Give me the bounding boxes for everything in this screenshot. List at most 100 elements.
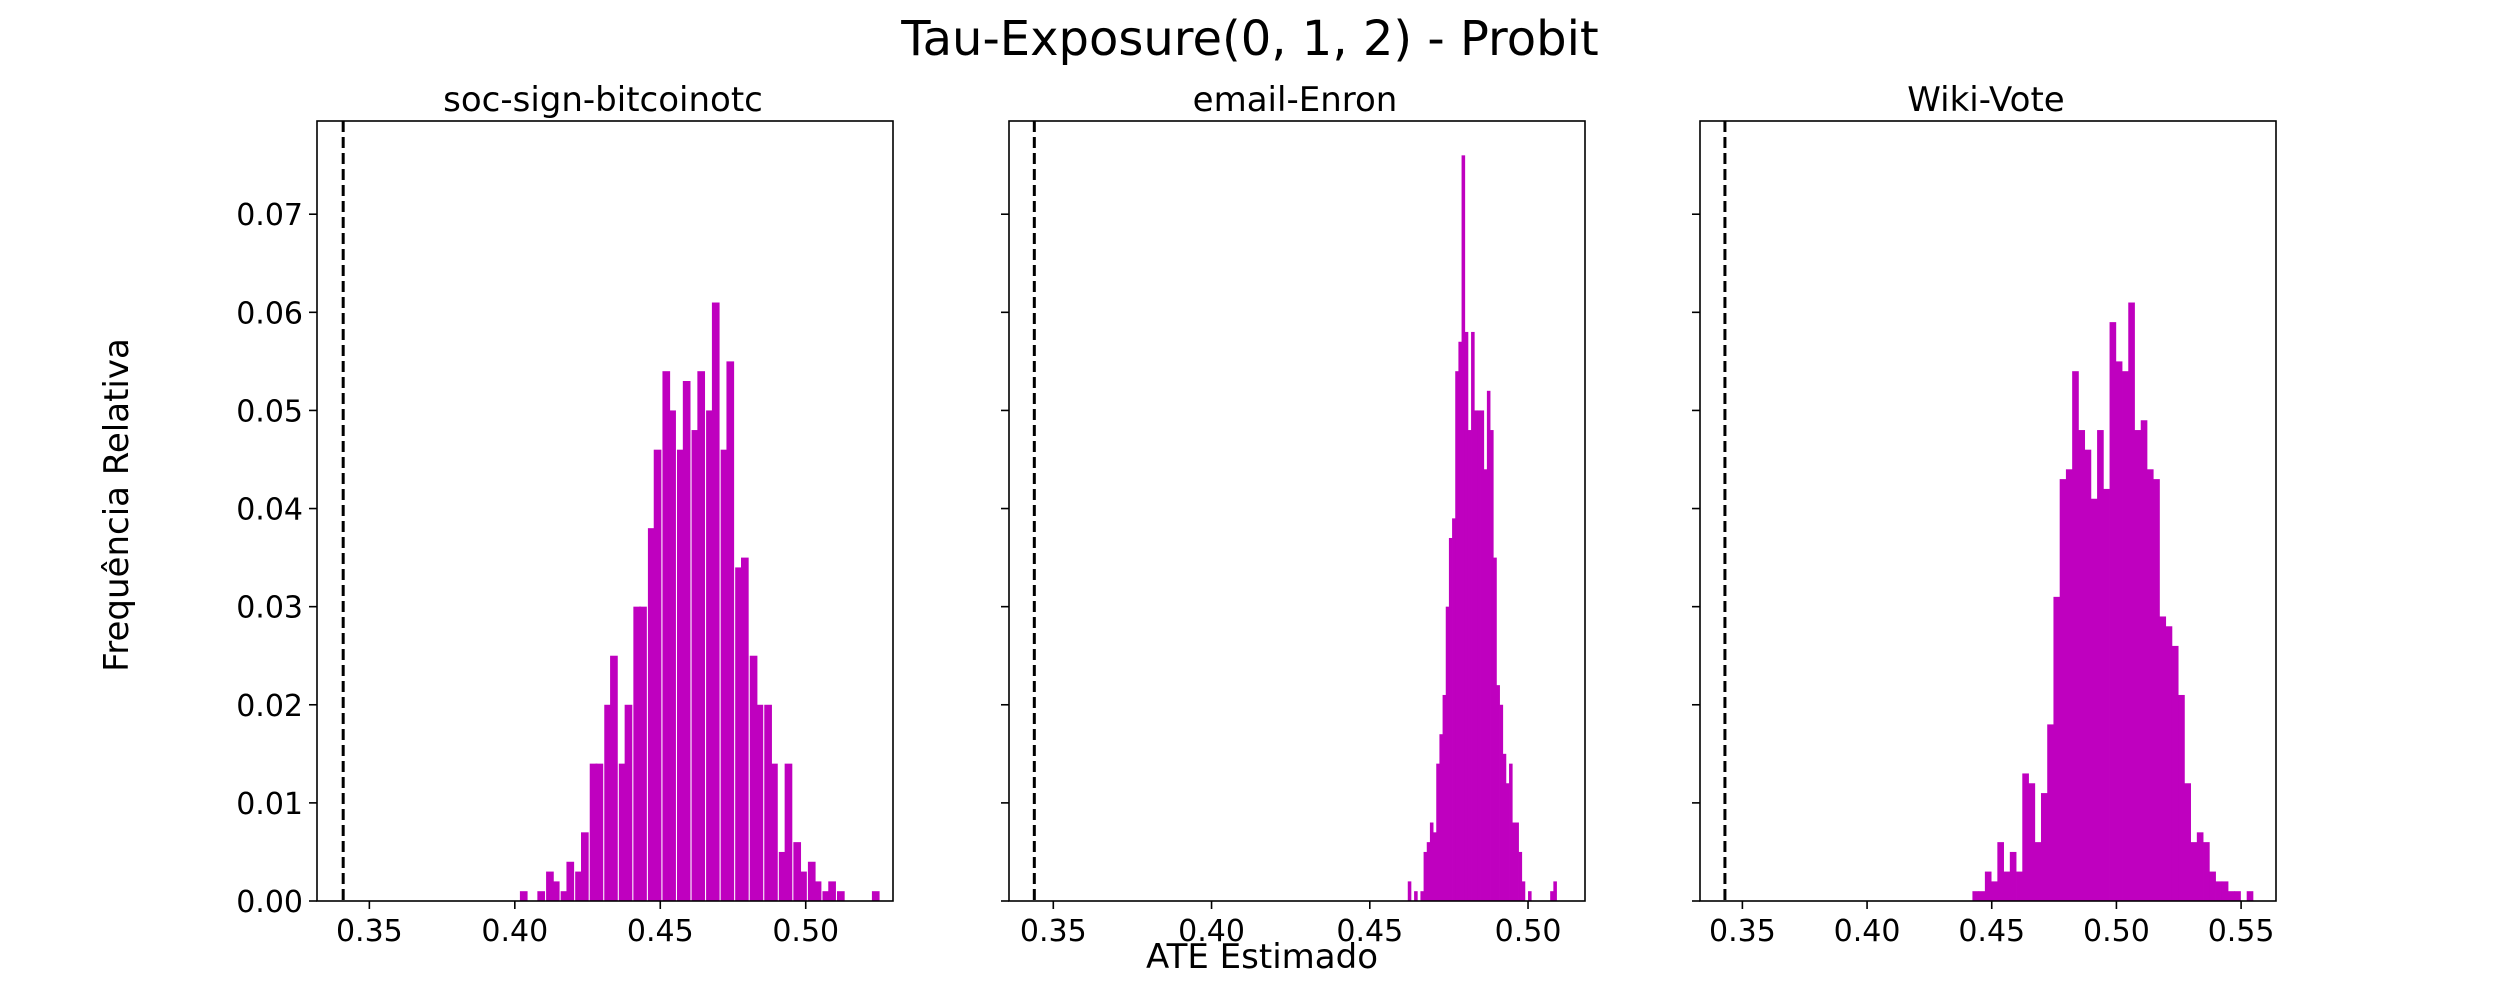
histogram-bar <box>2072 371 2079 901</box>
histogram-bar <box>2084 449 2092 901</box>
histogram-bar <box>610 655 618 901</box>
histogram-bar <box>726 361 735 901</box>
x-tick-label: 0.45 <box>1336 914 1403 949</box>
histogram-bar <box>1471 331 1475 901</box>
histogram-bar <box>1521 881 1526 901</box>
histogram-bar <box>677 449 685 901</box>
x-tick-label: 0.40 <box>481 914 548 949</box>
x-tick-label: 0.50 <box>772 914 839 949</box>
histogram-bar <box>822 891 831 901</box>
histogram-bar <box>1509 763 1513 901</box>
x-tick-label: 0.45 <box>627 914 694 949</box>
figure-xlabel: ATE Estimado <box>1146 937 1378 977</box>
histogram-bar <box>1458 341 1462 901</box>
y-tick-label: 0.02 <box>236 689 303 724</box>
histogram-bar <box>639 606 647 901</box>
histogram-bar <box>1972 891 1980 901</box>
histogram-bar <box>2190 842 2198 901</box>
histogram-bar <box>2234 891 2241 901</box>
histogram-bar <box>2016 871 2023 901</box>
axes-frame <box>1699 120 2277 902</box>
histogram-bar <box>784 763 793 901</box>
histogram-bar <box>2097 430 2104 901</box>
histogram-bar <box>1512 822 1516 901</box>
histogram-bar <box>668 410 676 901</box>
figure-ylabel: Frequência Relativa <box>97 338 137 672</box>
histogram-bar <box>1515 822 1519 901</box>
histogram-bar <box>2228 891 2235 901</box>
histogram-bar <box>2215 881 2223 901</box>
histogram-bar <box>537 891 546 901</box>
histogram-bar <box>2034 842 2042 901</box>
y-tick-label: 0.05 <box>236 394 303 429</box>
y-tick-label: 0.03 <box>236 591 303 626</box>
histogram-bar <box>2134 430 2142 901</box>
histogram-bar <box>560 891 569 901</box>
histogram-bar <box>589 763 598 901</box>
histogram-bar <box>624 704 633 901</box>
histogram-bar <box>581 832 589 901</box>
axes-frame <box>316 120 894 902</box>
histogram-bar <box>575 871 583 901</box>
histogram-bar <box>764 704 772 901</box>
histogram-bar <box>813 881 822 901</box>
histogram-bar <box>749 655 758 901</box>
histogram-bar <box>837 891 845 901</box>
histogram-bar <box>2196 832 2204 901</box>
histogram-panel-wiki-vote: Wiki-Vote 0.35 0.40 0.45 0.50 0.55 <box>1692 80 2277 949</box>
histogram-bar <box>2065 469 2073 901</box>
y-tick-label: 0.04 <box>236 493 303 528</box>
histogram-bar <box>595 763 604 901</box>
x-tick-label: 0.40 <box>1834 914 1901 949</box>
histogram-bar <box>1464 331 1469 901</box>
histogram-bar <box>2146 469 2154 901</box>
histogram-bar <box>1429 822 1434 901</box>
histogram-bar <box>1480 410 1485 901</box>
histogram-bar <box>2122 371 2129 901</box>
histogram-bar <box>1426 842 1431 901</box>
histogram-bar <box>2221 881 2229 901</box>
histogram-bar <box>2040 793 2048 901</box>
histogram-bar <box>1420 891 1424 901</box>
histogram-bar <box>1550 891 1554 901</box>
histogram-bar <box>1461 155 1466 902</box>
histogram-bar <box>1467 430 1472 901</box>
histogram-bar <box>706 410 714 901</box>
histogram-bar <box>711 302 720 901</box>
histogram-bar <box>1474 410 1478 901</box>
histogram-bar <box>2246 891 2254 901</box>
histogram-bar <box>2078 430 2086 901</box>
histogram-bar <box>691 430 700 901</box>
histogram-bar <box>1445 606 1450 901</box>
histogram-bar <box>1442 694 1447 901</box>
histogram-bar <box>1433 832 1437 901</box>
panel-title: Wiki-Vote <box>1907 80 2064 120</box>
histogram-bar <box>604 704 612 901</box>
histogram-bar <box>551 881 560 901</box>
histogram-bar <box>546 871 554 901</box>
histogram-bar <box>1414 891 1418 901</box>
x-tick-label: 0.45 <box>1958 914 2025 949</box>
y-tick-label: 0.06 <box>236 296 303 331</box>
histogram-bar <box>2047 724 2054 901</box>
histogram-bar <box>566 861 575 901</box>
histogram-bar <box>720 449 729 901</box>
histogram-bar <box>2109 322 2117 901</box>
histogram-bar <box>2165 626 2173 901</box>
figure-title: Tau-Exposure(0, 1, 2) - Probit <box>900 11 1598 67</box>
histogram-bar <box>1997 842 2004 901</box>
x-tick-label: 0.50 <box>1495 914 1562 949</box>
x-tick-label: 0.55 <box>2208 914 2275 949</box>
histogram-bar <box>653 449 662 901</box>
histogram-bar <box>1436 763 1440 901</box>
histogram-bar <box>2103 488 2110 901</box>
histogram-bar <box>2140 420 2148 901</box>
histogram-bar <box>828 881 836 901</box>
histogram-bar <box>2171 645 2179 901</box>
histogram-bar <box>2209 871 2216 901</box>
histogram-bar <box>1991 881 1998 901</box>
histogram-bar <box>770 763 778 901</box>
histogram-bar <box>1518 851 1523 901</box>
histogram-bar <box>647 528 656 901</box>
histogram-bar <box>1528 891 1532 901</box>
